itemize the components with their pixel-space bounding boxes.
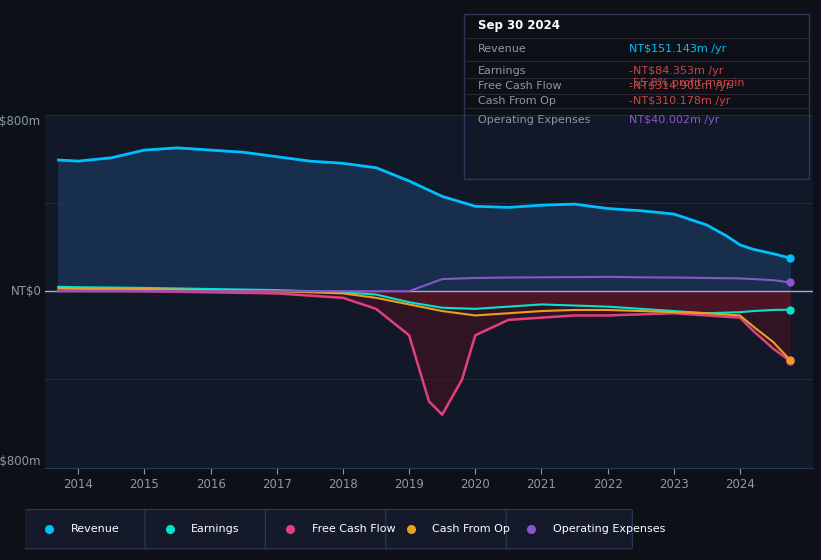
Text: Revenue: Revenue <box>71 524 120 534</box>
Text: Earnings: Earnings <box>478 66 526 76</box>
Text: Free Cash Flow: Free Cash Flow <box>312 524 396 534</box>
Text: -NT$800m: -NT$800m <box>0 455 41 468</box>
Text: -NT$84.353m /yr: -NT$84.353m /yr <box>630 66 724 76</box>
FancyBboxPatch shape <box>145 510 271 549</box>
Text: NT$0: NT$0 <box>11 284 41 298</box>
Text: Free Cash Flow: Free Cash Flow <box>478 81 562 91</box>
Text: Revenue: Revenue <box>478 44 526 54</box>
Text: Operating Expenses: Operating Expenses <box>478 115 590 125</box>
Text: NT$800m: NT$800m <box>0 115 41 128</box>
Text: -NT$310.178m /yr: -NT$310.178m /yr <box>630 96 731 106</box>
FancyBboxPatch shape <box>265 510 392 549</box>
Text: Cash From Op: Cash From Op <box>432 524 510 534</box>
FancyBboxPatch shape <box>386 510 512 549</box>
Text: Earnings: Earnings <box>191 524 240 534</box>
Text: -55.8% profit margin: -55.8% profit margin <box>630 78 745 88</box>
FancyBboxPatch shape <box>25 510 151 549</box>
Text: NT$40.002m /yr: NT$40.002m /yr <box>630 115 720 125</box>
Text: -NT$314.902m /yr: -NT$314.902m /yr <box>630 81 731 91</box>
Text: Operating Expenses: Operating Expenses <box>553 524 665 534</box>
FancyBboxPatch shape <box>507 510 632 549</box>
Text: NT$151.143m /yr: NT$151.143m /yr <box>630 44 727 54</box>
Text: Sep 30 2024: Sep 30 2024 <box>478 19 560 32</box>
Text: Cash From Op: Cash From Op <box>478 96 556 106</box>
